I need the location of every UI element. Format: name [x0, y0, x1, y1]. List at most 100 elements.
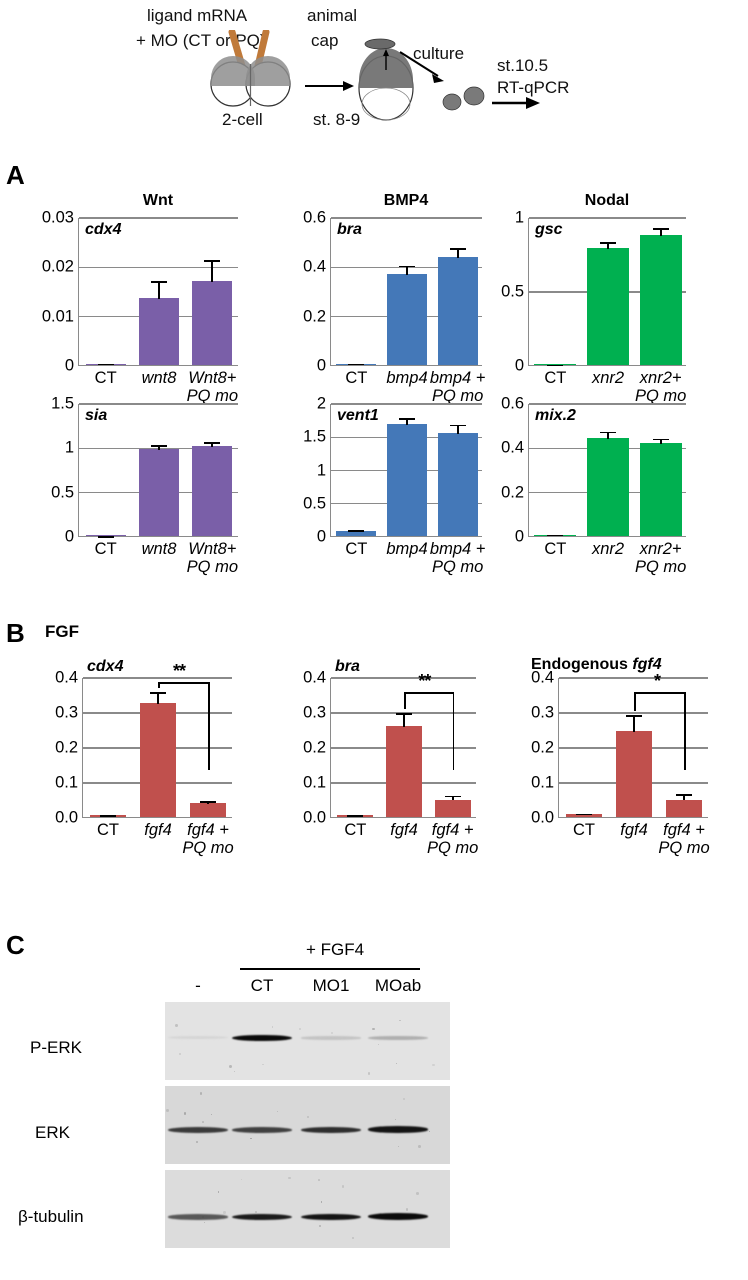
x-axis-label: CT: [573, 821, 595, 839]
blot-speck: [396, 1063, 397, 1064]
error-bar-cap: [347, 815, 363, 817]
significance-bracket-top: [634, 692, 684, 694]
y-axis-tick: 0.4: [55, 669, 78, 688]
plot-area: 0 0.01 0.02 0.03 cdx4 CT wnt8 Wnt8+ PQ mo: [78, 218, 238, 366]
blot-speck: [398, 1146, 399, 1147]
error-bar-cap: [445, 796, 461, 798]
blot-band: [301, 1214, 361, 1220]
blot-speck: [318, 1179, 320, 1181]
x-axis-label: CT: [95, 369, 117, 387]
plot-area: 0 0.5 1 gsc CT xnr2 xnr2+ PQ mo: [528, 218, 686, 366]
x-axis-label-line: CT: [345, 369, 367, 387]
y-axis-tick: 1.5: [51, 395, 74, 414]
chart-bra-fgf: 0.0 0.1 0.2 0.3 0.4 bra CT fgf4 fgf4 + PQ mo **: [330, 678, 476, 818]
significance-bracket-right: [453, 692, 455, 770]
y-axis-tick: 1: [65, 439, 74, 458]
error-bar-cap: [348, 530, 364, 532]
blot-speck: [166, 1109, 169, 1112]
y-axis-tick: 1.5: [303, 428, 326, 447]
y-axis-tick: 0.02: [42, 258, 74, 277]
error-bar: [158, 281, 160, 299]
x-axis-label: bmp4 + PQ mo: [430, 540, 486, 577]
x-axis-label-line: fgf4 +: [182, 821, 233, 839]
blot-speck: [307, 1116, 309, 1118]
error-bar-cap: [204, 442, 220, 444]
blot-speck: [432, 1064, 435, 1067]
error-bar-cap: [151, 445, 167, 447]
blot-speck: [175, 1024, 178, 1027]
blot-row-label-erk: ERK: [35, 1123, 70, 1143]
bar-xnr2-pq-mo: [640, 235, 682, 365]
x-axis-label: xnr2+ PQ mo: [635, 369, 686, 406]
blot-lane-label-3: MOab: [375, 976, 421, 996]
y-axis-tick: 0: [515, 357, 524, 376]
blot-treatment-rule: [240, 968, 420, 970]
error-bar-cap: [600, 432, 616, 434]
x-axis-label: bmp4: [386, 369, 427, 387]
error-bar-cap: [151, 281, 167, 283]
x-axis-label-line: bmp4: [386, 540, 427, 558]
x-axis-label: wnt8: [142, 369, 177, 387]
error-bar-cap: [450, 425, 466, 427]
y-axis-tick: 0.3: [303, 704, 326, 723]
blot-image--tubulin: [165, 1170, 450, 1248]
x-axis-label: fgf4: [620, 821, 648, 839]
plot-area: 0 0.2 0.4 0.6 mix.2 CT xnr2 xnr2+ PQ mo: [528, 404, 686, 537]
significance-bracket-right: [208, 682, 210, 770]
chart-gene-label: mix.2: [535, 407, 576, 425]
bar-wnt8-pq-mo: [192, 446, 232, 536]
embryo-diagram-svg: [180, 30, 600, 140]
y-axis-tick: 0.4: [501, 439, 524, 458]
y-axis-tick: 0.5: [501, 283, 524, 302]
x-axis-label-line: CT: [544, 369, 566, 387]
blot-row-label-perk: P-ERK: [30, 1038, 82, 1058]
x-axis-label-line: PQ mo: [427, 839, 478, 857]
blot-speck: [204, 1222, 205, 1223]
blot-speck: [299, 1028, 301, 1030]
bar-bmp4: [387, 274, 427, 365]
chart-gene-label: cdx4: [87, 658, 123, 676]
x-axis-label-line: CT: [345, 540, 367, 558]
x-axis-label-line: fgf4 +: [427, 821, 478, 839]
gridline: [529, 403, 686, 404]
x-axis-label-line: CT: [95, 369, 117, 387]
blot-speck: [179, 1053, 181, 1055]
y-axis-tick: 0: [317, 357, 326, 376]
y-axis-tick: 0: [65, 528, 74, 547]
blot-speck: [234, 1071, 235, 1072]
blot-speck: [418, 1145, 421, 1148]
blot-speck: [211, 1114, 212, 1115]
chart-gene-label: bra: [335, 658, 360, 676]
experiment-schematic: ligand mRNA + MO (CT or PQ) animal cap c…: [0, 0, 748, 150]
chart-gene-label: vent1: [337, 407, 379, 425]
bar-wnt8: [139, 298, 179, 365]
blot-speck: [250, 1138, 252, 1140]
x-axis-label-line: CT: [95, 540, 117, 558]
y-axis-tick: 0.03: [42, 209, 74, 228]
error-bar-cap: [450, 248, 466, 250]
x-axis-label-line: xnr2: [592, 540, 624, 558]
y-axis-tick: 1: [317, 461, 326, 480]
error-bar-cap: [200, 801, 216, 803]
error-bar-cap: [396, 713, 412, 715]
x-axis-label-line: bmp4: [386, 369, 427, 387]
x-axis-label-line: PQ mo: [635, 558, 686, 576]
x-axis-label-line: bmp4 +: [430, 540, 486, 558]
blot-speck: [262, 1064, 264, 1066]
y-axis-tick: 0: [515, 528, 524, 547]
x-axis-label-line: CT: [544, 540, 566, 558]
gridline: [331, 403, 482, 404]
y-axis-tick: 0.1: [303, 774, 326, 793]
x-axis-label: bmp4 + PQ mo: [430, 369, 486, 406]
blot-speck: [202, 1121, 204, 1123]
chart-mix2-nodal: 0 0.2 0.4 0.6 mix.2 CT xnr2 xnr2+ PQ mo: [528, 404, 686, 537]
bar-bmp4-pq-mo: [438, 257, 478, 365]
blot-speck: [200, 1092, 202, 1094]
y-axis-tick: 0.6: [303, 209, 326, 228]
significance-bracket-left: [404, 692, 406, 709]
x-axis-label-line: fgf4: [144, 821, 172, 839]
bar-wnt8-pq-mo: [192, 281, 232, 365]
x-axis-label-line: wnt8: [142, 540, 177, 558]
blot-band: [301, 1127, 361, 1133]
y-axis-tick: 0.2: [531, 739, 554, 758]
